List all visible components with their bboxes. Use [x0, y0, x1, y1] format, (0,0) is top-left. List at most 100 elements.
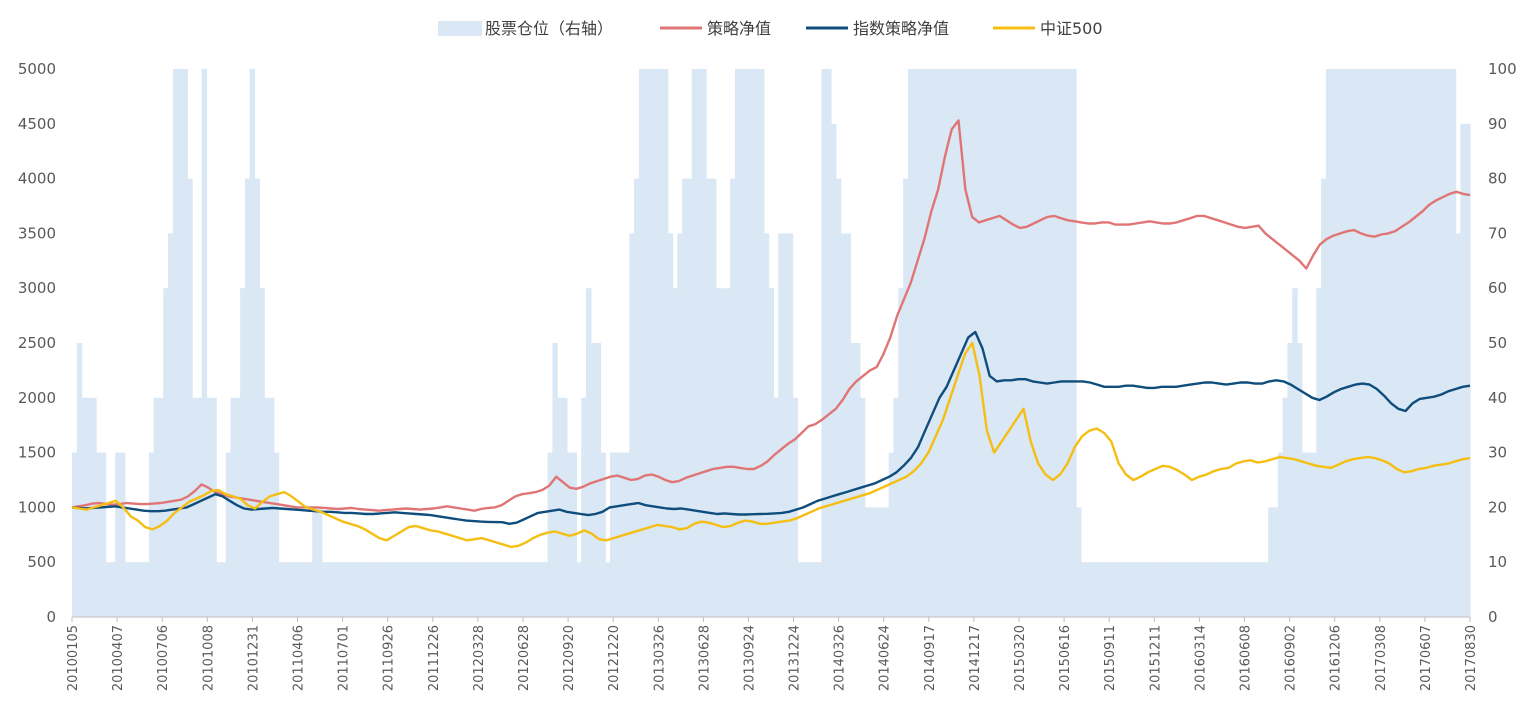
x-tick-label: 20110926 — [382, 625, 397, 691]
position-bar — [696, 69, 702, 617]
position-bar — [946, 69, 952, 617]
position-bar — [312, 507, 318, 617]
position-bar — [1100, 562, 1106, 617]
position-bar — [533, 562, 539, 617]
position-bar — [350, 562, 357, 617]
position-bar — [1109, 562, 1116, 617]
position-bar — [1397, 69, 1404, 617]
position-bar — [1263, 562, 1269, 617]
position-bar — [1325, 69, 1332, 617]
position-bar — [1076, 507, 1082, 617]
position-bar — [1095, 562, 1101, 617]
position-bar — [182, 69, 188, 617]
position-bar — [96, 452, 102, 617]
position-bar — [999, 69, 1005, 617]
position-bar — [802, 562, 808, 617]
position-bar — [1287, 343, 1293, 617]
position-bar — [1061, 69, 1068, 617]
position-bar — [1340, 69, 1346, 617]
position-bar — [1205, 562, 1212, 617]
position-bar — [168, 233, 174, 617]
position-bar — [384, 562, 390, 617]
position-bar — [158, 397, 164, 617]
y2-tick-label: 30 — [1488, 444, 1507, 462]
y2-tick-label: 40 — [1488, 389, 1507, 407]
position-bar — [1258, 562, 1265, 617]
position-bar — [701, 69, 707, 617]
position-bar — [216, 562, 222, 617]
position-bar — [120, 452, 126, 617]
position-bar — [1282, 397, 1289, 617]
position-bar — [336, 562, 342, 617]
x-tick-label: 20140326 — [833, 625, 848, 691]
position-bar — [1186, 562, 1192, 617]
position-bar — [927, 69, 933, 617]
y-tick-label: 2500 — [18, 334, 56, 352]
position-bar — [1316, 288, 1322, 617]
legend-label: 中证500 — [1040, 19, 1103, 38]
x-tick-label: 20131224 — [788, 625, 803, 691]
position-bar — [667, 233, 674, 617]
y2-tick-label: 60 — [1488, 279, 1507, 297]
position-bar — [1042, 69, 1048, 617]
position-bar — [1369, 69, 1375, 617]
position-bar — [192, 397, 198, 617]
position-bar — [374, 562, 381, 617]
position-bar — [807, 562, 813, 617]
position-bar — [153, 397, 160, 617]
position-area-layer — [72, 69, 1471, 618]
position-bar — [345, 562, 352, 617]
position-bar — [235, 397, 241, 617]
position-bar — [422, 562, 429, 617]
position-bar — [302, 562, 308, 617]
x-tick-label: 20150911 — [1103, 625, 1118, 691]
position-bar — [840, 233, 847, 617]
x-tick-label: 20110406 — [292, 625, 307, 691]
x-tick-label: 20111226 — [427, 625, 442, 691]
position-bar — [432, 562, 438, 617]
x-tick-label: 20160902 — [1284, 625, 1299, 691]
position-bar — [610, 452, 616, 617]
position-bar — [1335, 69, 1341, 617]
position-bar — [629, 233, 635, 617]
y-tick-label: 3500 — [18, 224, 56, 242]
position-bar — [249, 69, 256, 617]
position-bar — [826, 69, 832, 617]
position-bar — [1157, 562, 1164, 617]
position-bar — [288, 562, 294, 617]
position-bar — [1441, 69, 1447, 617]
position-bar — [292, 562, 299, 617]
position-bar — [648, 69, 654, 617]
position-bar — [879, 507, 885, 617]
x-tick-label: 20160608 — [1239, 625, 1254, 691]
position-bar — [398, 562, 405, 617]
y-tick-label: 500 — [27, 553, 56, 571]
y-tick-label: 3000 — [18, 279, 56, 297]
position-bar — [1148, 562, 1154, 617]
position-bar — [144, 562, 150, 617]
position-bar — [1249, 562, 1255, 617]
position-bar — [196, 397, 203, 617]
position-bar — [951, 69, 957, 617]
position-bar — [475, 562, 481, 617]
position-bar — [1181, 562, 1188, 617]
position-bar — [1239, 562, 1245, 617]
axis-layer: 0500100015002000250030003500400045005000… — [18, 60, 1517, 691]
position-bar — [686, 178, 693, 617]
position-bar — [898, 288, 904, 617]
position-bar — [831, 123, 837, 618]
position-bar — [139, 562, 145, 617]
y-tick-label: 2000 — [18, 389, 56, 407]
position-bar — [1138, 562, 1144, 617]
y2-tick-label: 70 — [1488, 224, 1507, 242]
position-bar — [134, 562, 140, 617]
position-bar — [1023, 69, 1029, 617]
position-bar — [638, 69, 645, 617]
x-tick-label: 20160314 — [1193, 625, 1208, 691]
y2-tick-label: 20 — [1488, 498, 1507, 516]
position-bar — [662, 69, 669, 617]
position-bar — [1167, 562, 1173, 617]
position-bar — [874, 507, 880, 617]
position-bar — [408, 562, 414, 617]
